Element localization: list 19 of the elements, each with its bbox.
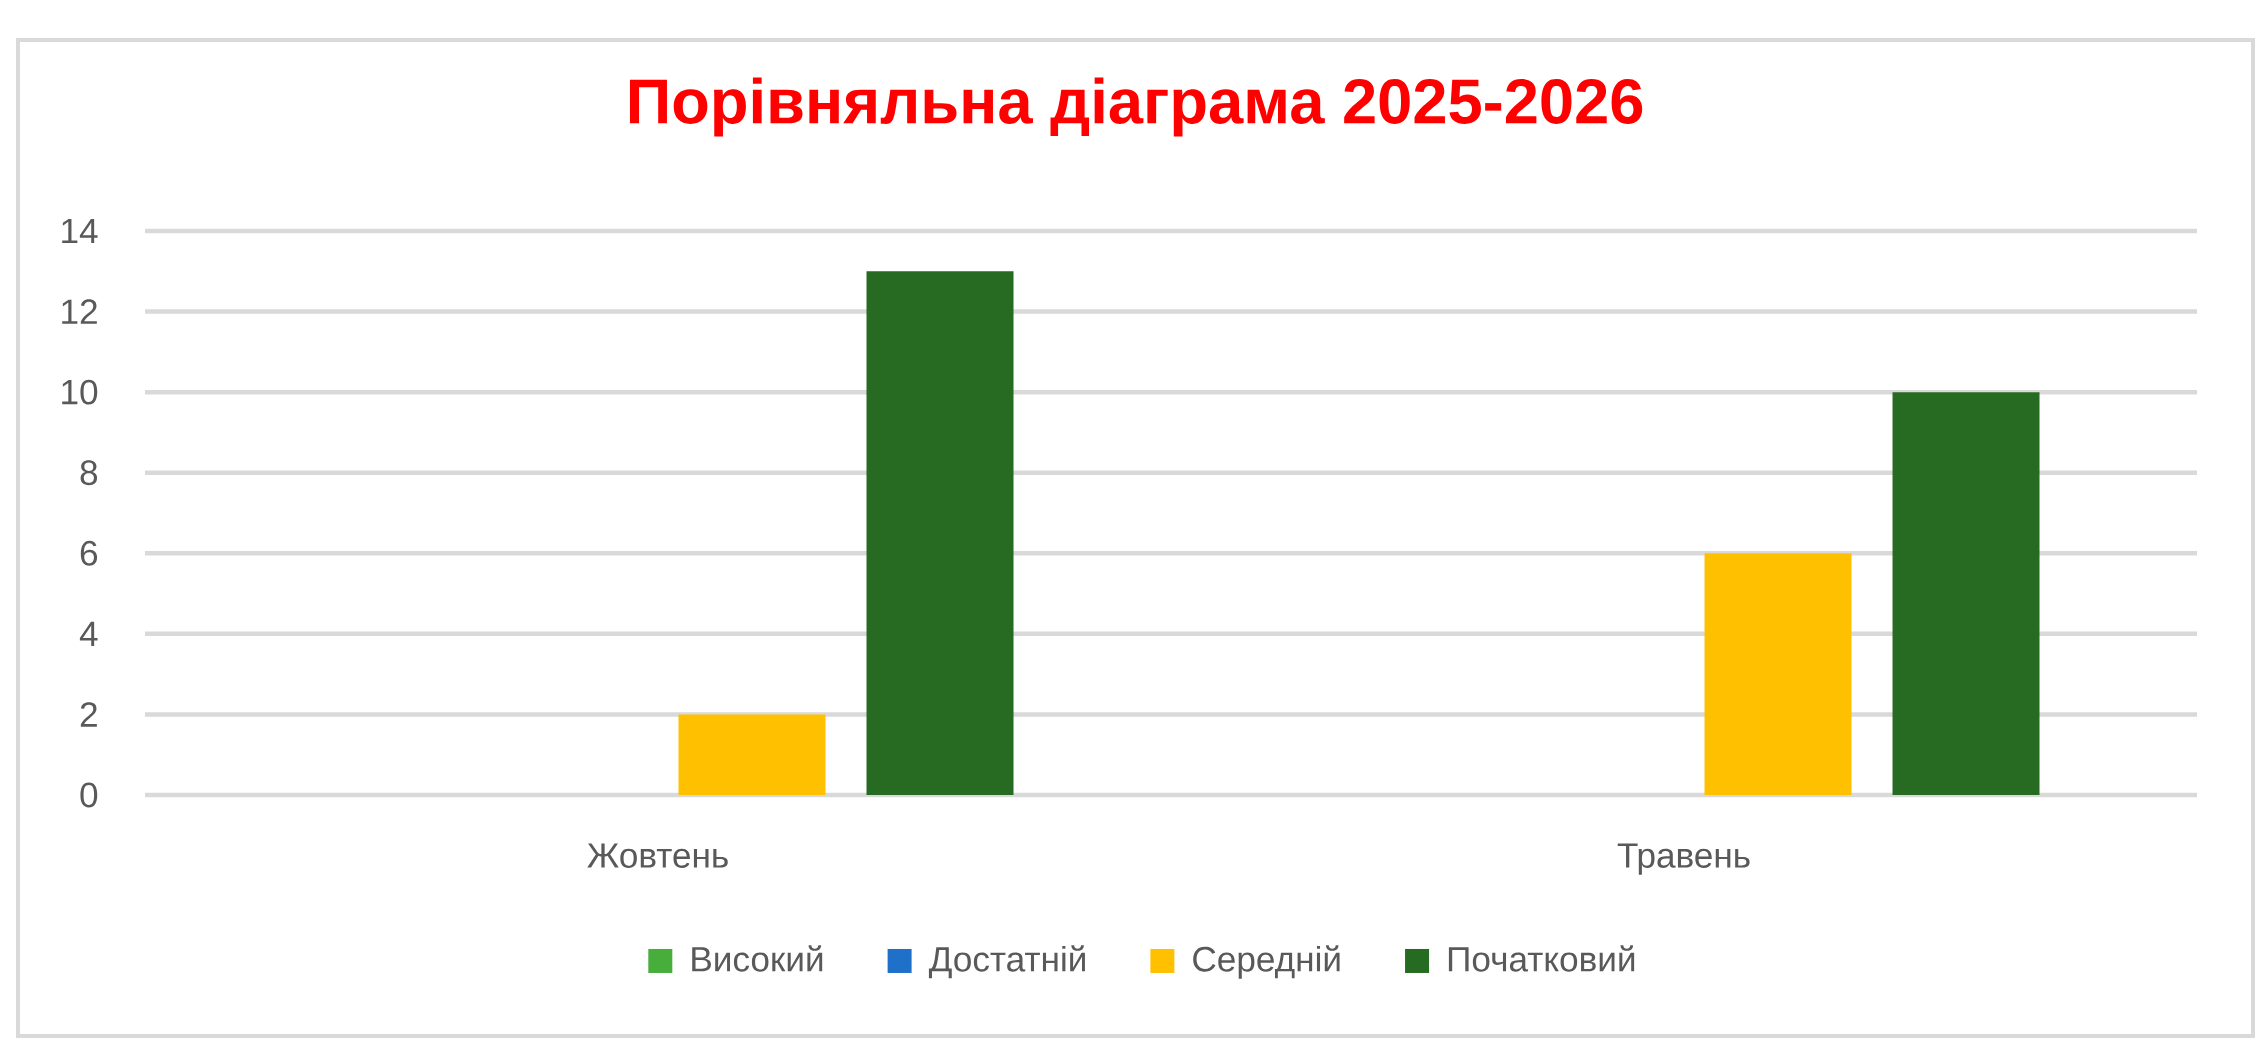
legend-label: Високий [692, 945, 823, 972]
y-tick-label: 2 [80, 702, 97, 727]
bar [1892, 392, 2040, 795]
x-tick-label: Травень [1617, 843, 1750, 875]
bar [678, 714, 826, 795]
y-tick-label: 0 [80, 782, 98, 808]
chart-title: Порівняльна діаграма 2025-2026 [629, 77, 1643, 137]
bar [866, 271, 1014, 795]
y-tick-label: 6 [80, 540, 98, 566]
x-tick-label: Жовтень [587, 843, 728, 868]
y-tick-label: 8 [80, 460, 98, 486]
legend-label: Середній [1193, 945, 1340, 979]
legend-label: Початковий [1448, 945, 1635, 972]
y-tick-label: 14 [62, 218, 98, 244]
legend-label: Достатній [928, 945, 1085, 979]
y-tick-label: 12 [62, 299, 97, 324]
bar [1704, 553, 1852, 795]
y-tick-label: 4 [79, 621, 98, 646]
y-tick-label: 10 [62, 379, 98, 405]
